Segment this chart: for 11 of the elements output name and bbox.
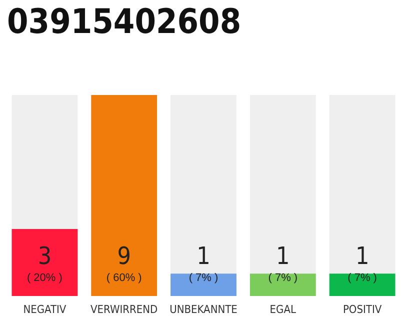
data-label: 1 ( 7% )	[348, 242, 377, 284]
data-label: 1 ( 7% )	[268, 242, 298, 284]
data-label: 3 ( 20% )	[26, 242, 62, 284]
x-tick-label: POSITIV	[342, 303, 382, 316]
data-label: 1 ( 7% )	[188, 242, 218, 284]
x-tick-label: UNBEKANNTE	[170, 303, 238, 316]
chart-title: 03915402608	[7, 2, 242, 42]
x-tick-label: VERWIRREND	[90, 303, 158, 316]
x-tick-label: NEGATIV	[23, 303, 66, 316]
data-label: 9 ( 60% )	[106, 242, 142, 284]
x-tick-label: EGAL	[270, 303, 296, 316]
